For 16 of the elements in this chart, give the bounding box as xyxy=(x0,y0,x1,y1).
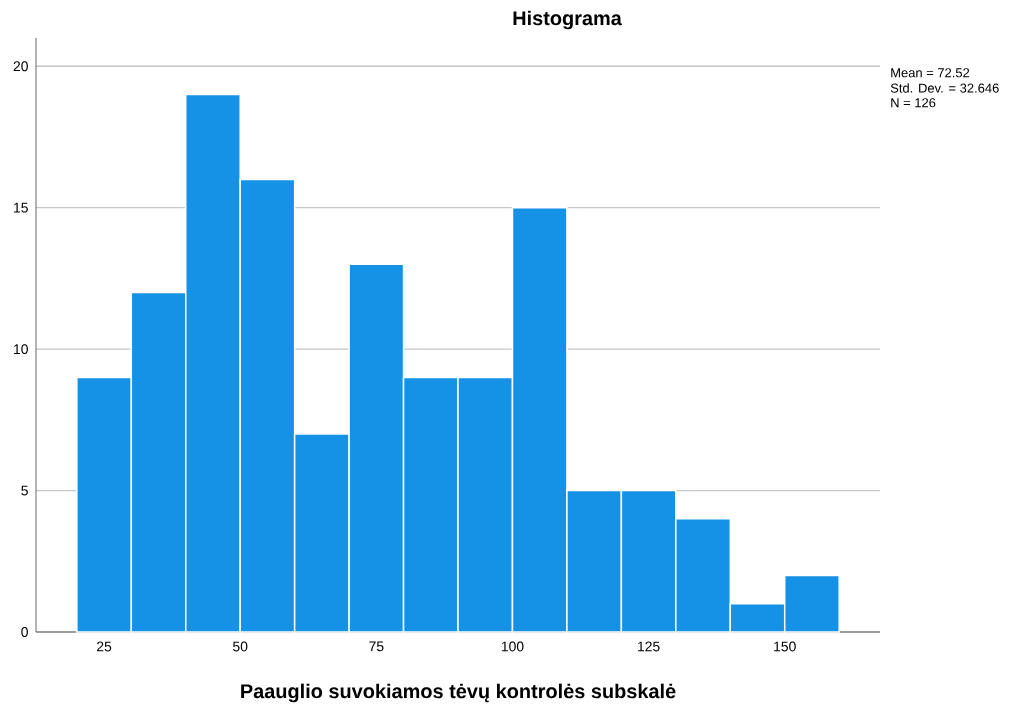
chart-title: Histograma xyxy=(513,10,622,30)
y-tick-label: 10 xyxy=(14,344,28,355)
x-tick-label: 50 xyxy=(233,641,248,652)
text: Std. Dev. = 32.646 xyxy=(890,83,999,93)
y-tick-label: 5 xyxy=(21,485,28,496)
x-tick-label: 150 xyxy=(774,641,796,652)
x-tick-label: 25 xyxy=(97,641,112,652)
text: N = 126 xyxy=(891,98,936,108)
x-tick-label: 125 xyxy=(638,641,660,652)
x-tick-label: 75 xyxy=(369,641,384,652)
y-tick-label: 15 xyxy=(14,202,28,213)
y-tick-label: 0 xyxy=(21,627,28,637)
y-tick-label: 20 xyxy=(13,61,28,72)
x-axis-title: Paauglio suvokiamos tėvų kontrolės subskalė xyxy=(241,683,676,703)
x-tick-label: 100 xyxy=(501,641,524,652)
text: Mean = 72.52 xyxy=(891,68,970,78)
